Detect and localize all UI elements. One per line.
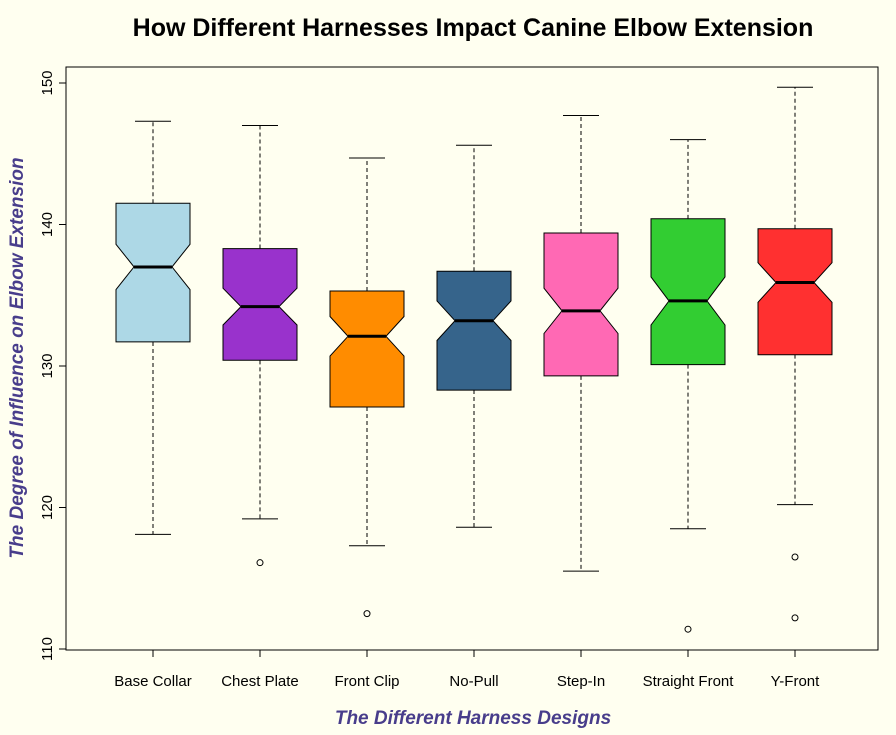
x-tick-label: Step-In bbox=[557, 673, 605, 690]
x-tick-label: Y-Front bbox=[771, 673, 820, 690]
outlier-point bbox=[256, 559, 264, 567]
y-tick-label: 150 bbox=[39, 70, 56, 95]
notched-box bbox=[757, 228, 833, 356]
notched-box bbox=[115, 202, 191, 343]
y-axis-label: The Degree of Influence on Elbow Extensi… bbox=[7, 157, 28, 558]
notched-box bbox=[436, 270, 512, 391]
box-group bbox=[543, 115, 619, 572]
box-group bbox=[650, 139, 726, 633]
x-tick-label: Front Clip bbox=[334, 673, 399, 690]
box-group bbox=[757, 86, 833, 622]
box-group bbox=[222, 124, 298, 567]
box-series bbox=[115, 86, 833, 633]
x-tick-label: Straight Front bbox=[643, 673, 735, 690]
x-tick-label: Base Collar bbox=[114, 673, 192, 690]
x-axis: Base Collar Chest Plate Front Clip No-Pull S… bbox=[114, 649, 820, 690]
notched-box bbox=[329, 290, 405, 408]
y-tick-label: 130 bbox=[39, 353, 56, 378]
notched-box bbox=[543, 232, 619, 377]
box-group bbox=[436, 144, 512, 528]
box-group bbox=[115, 120, 191, 535]
y-tick-label: 120 bbox=[39, 495, 56, 520]
y-axis: 110 120 130 140 150 bbox=[39, 70, 67, 661]
x-tick-label: No-Pull bbox=[449, 673, 498, 690]
outlier-point bbox=[684, 625, 692, 633]
chart-title: How Different Harnesses Impact Canine El… bbox=[133, 14, 814, 42]
notched-box bbox=[650, 218, 726, 366]
outlier-point bbox=[791, 614, 799, 622]
x-tick-label: Chest Plate bbox=[221, 673, 299, 690]
outlier-point bbox=[791, 553, 799, 561]
y-tick-label: 110 bbox=[39, 637, 56, 661]
outlier-point bbox=[363, 610, 371, 618]
x-axis-label: The Different Harness Designs bbox=[335, 708, 611, 729]
box-group bbox=[329, 157, 405, 618]
y-tick-label: 140 bbox=[39, 212, 56, 237]
notched-box bbox=[222, 248, 298, 361]
